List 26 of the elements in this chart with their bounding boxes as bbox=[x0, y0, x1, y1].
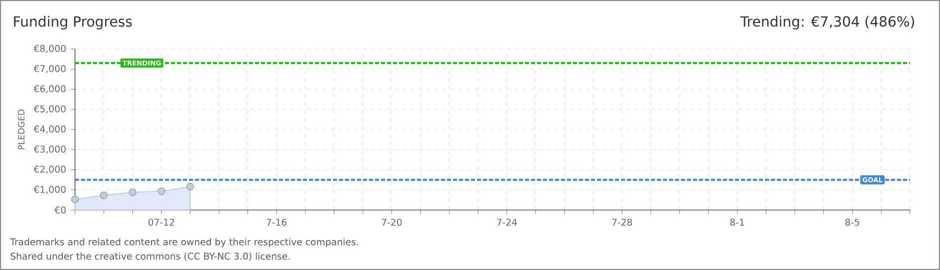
y-tick-label: €4,000 bbox=[34, 125, 66, 134]
y-tick-label: €7,000 bbox=[34, 65, 66, 74]
y-tick-label: €0 bbox=[54, 206, 66, 214]
x-tick-label: 07-12 bbox=[148, 218, 174, 226]
point bbox=[71, 196, 79, 204]
text: Shared under the creative commons (CC BY-NC 3.0) license. bbox=[10, 252, 290, 261]
x-tick-label: 7-24 bbox=[497, 218, 517, 226]
x-tick-label: 7-20 bbox=[382, 218, 402, 226]
y-axis-title: PLEDGED bbox=[18, 109, 24, 150]
point bbox=[128, 188, 136, 196]
point bbox=[100, 192, 108, 200]
point bbox=[186, 182, 194, 190]
text: Trending: €7,304 (486%) bbox=[740, 16, 914, 30]
x-tick-label: 8-5 bbox=[845, 218, 860, 226]
y-tick-label: €5,000 bbox=[34, 105, 66, 114]
point bbox=[158, 188, 166, 196]
y-tick-label: €3,000 bbox=[34, 146, 66, 154]
text: Trademarks and related content are owned by their respective companies. bbox=[10, 238, 358, 248]
x-tick-label: 7-16 bbox=[266, 218, 287, 226]
y-tick-label: €1,000 bbox=[34, 186, 66, 194]
y-tick-label: €8,000 bbox=[34, 45, 66, 54]
y-tick-label: €6,000 bbox=[34, 85, 66, 94]
x-tick-label: 7-28 bbox=[612, 218, 632, 226]
y-tick-label: €2,000 bbox=[34, 166, 66, 174]
x-tick-label: 8-1 bbox=[730, 218, 744, 226]
chart-title: Funding Progress bbox=[14, 16, 132, 30]
